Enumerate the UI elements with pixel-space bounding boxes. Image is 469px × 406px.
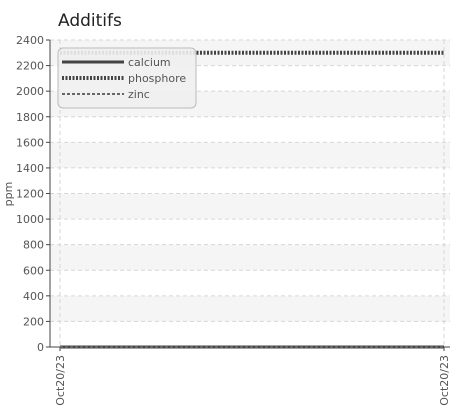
- y-tick-label: 1800: [16, 111, 44, 124]
- x-tick-label: Oct20/23: [438, 355, 451, 406]
- plot-band: [50, 295, 450, 322]
- chart-title: Additifs: [58, 11, 122, 31]
- legend-label-phosphore: phosphore: [128, 72, 186, 85]
- y-tick-label: 2200: [16, 60, 44, 73]
- legend-label-calcium: calcium: [128, 56, 171, 69]
- y-tick-label: 1400: [16, 162, 44, 175]
- y-axis-label: ppm: [2, 182, 15, 207]
- legend-label-zinc: zinc: [128, 88, 150, 101]
- y-tick-label: 800: [23, 239, 44, 252]
- y-tick-label: 1000: [16, 213, 44, 226]
- y-tick-label: 0: [37, 341, 44, 354]
- y-tick-label: 600: [23, 264, 44, 277]
- plot-band: [50, 244, 450, 271]
- plot-band: [50, 193, 450, 220]
- legend: calcium phosphore zinc: [57, 47, 197, 109]
- y-tick-label: 200: [23, 315, 44, 328]
- y-tick-label: 1200: [16, 188, 44, 201]
- x-tick-label: Oct20/23: [54, 355, 67, 406]
- y-tick-label: 2000: [16, 85, 44, 98]
- y-tick-label: 1600: [16, 136, 44, 149]
- x-tick-labels: Oct20/23 Oct20/23: [54, 347, 451, 406]
- y-tick-labels: 0 200 400 600 800 1000 1200 1400 1600 1800 2000 220…: [16, 34, 50, 354]
- y-tick-label: 400: [23, 290, 44, 303]
- y-tick-label: 2400: [16, 34, 44, 47]
- plot-band: [50, 142, 450, 168]
